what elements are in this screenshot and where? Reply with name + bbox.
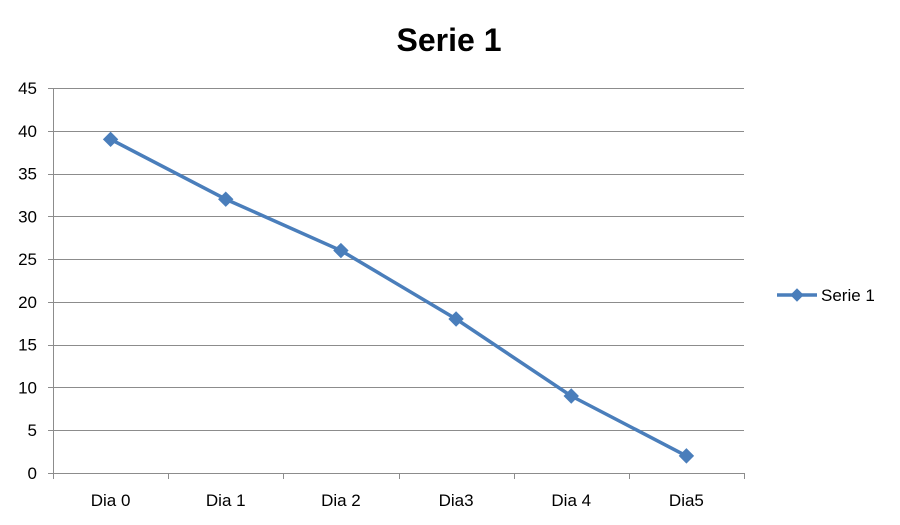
y-tick-label: 25: [18, 250, 37, 269]
x-tick-label: Dia5: [669, 491, 704, 510]
gridlines: [53, 88, 744, 431]
y-tick-label: 0: [28, 464, 37, 483]
x-axis-tick-labels: Dia 0 Dia 1 Dia 2 Dia3 Dia 4 Dia5: [91, 491, 704, 510]
x-tick-label: Dia 1: [206, 491, 246, 510]
y-tick-label: 10: [18, 378, 37, 397]
chart-title: Serie 1: [397, 22, 502, 58]
legend: Serie 1: [777, 286, 875, 305]
data-point-marker: [102, 131, 119, 148]
data-point-marker: [678, 448, 695, 464]
y-tick-label: 45: [18, 79, 37, 98]
x-tick-label: Dia3: [439, 491, 474, 510]
y-axis-tick-labels: 0 5 10 15 20 25 30 35 40 45: [18, 79, 37, 483]
y-tick-label: 5: [28, 421, 37, 440]
data-point-marker: [218, 191, 234, 207]
data-point-marker: [563, 388, 579, 404]
x-tick-label: Dia 4: [551, 491, 591, 510]
series-line: [108, 137, 689, 458]
y-tick-label: 30: [18, 207, 37, 226]
data-point-marker: [333, 242, 349, 259]
legend-marker: [790, 288, 804, 302]
y-tick-label: 15: [18, 336, 37, 355]
y-tick-label: 40: [18, 122, 37, 141]
data-point-marker: [448, 311, 464, 327]
legend-label: Serie 1: [821, 286, 875, 305]
x-tick-label: Dia 2: [321, 491, 361, 510]
y-tick-label: 35: [18, 165, 37, 184]
axes: [48, 88, 745, 479]
y-tick-label: 20: [18, 293, 37, 312]
x-tick-label: Dia 0: [91, 491, 131, 510]
series-layer: [102, 131, 695, 464]
